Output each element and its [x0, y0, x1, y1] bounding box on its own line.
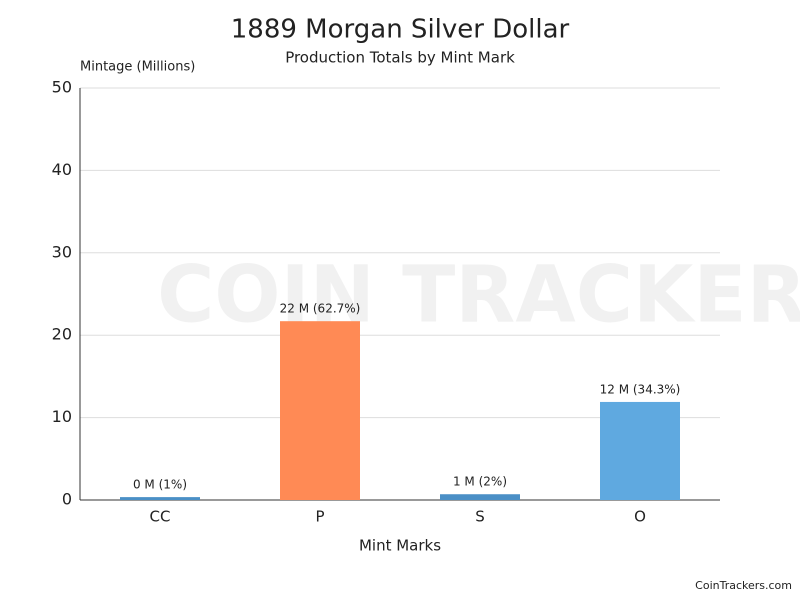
x-tick-label: CC: [150, 508, 171, 526]
watermark: COIN TRACKERS: [157, 250, 800, 340]
y-tick-label: 10: [52, 407, 72, 426]
source: CoinTrackers.com: [695, 579, 792, 592]
y-tick-label: 30: [52, 242, 72, 261]
bar: [120, 497, 200, 500]
bar: [280, 321, 360, 500]
y-tick-label: 20: [52, 325, 72, 344]
y-tick-label: 40: [52, 160, 72, 179]
bar: [440, 494, 520, 500]
value-label: 12 M (34.3%): [600, 382, 681, 396]
x-tick-label: P: [315, 508, 324, 526]
value-label: 22 M (62.7%): [280, 302, 361, 316]
y-tick-label: 50: [52, 78, 72, 97]
bar: [600, 401, 680, 500]
chart-subtitle: Production Totals by Mint Mark: [285, 49, 515, 67]
x-tick-label: O: [634, 508, 646, 526]
y-tick-label: 0: [62, 490, 72, 509]
x-axis-label: Mint Marks: [359, 537, 441, 555]
x-tick-label: S: [475, 508, 485, 526]
value-label: 1 M (2%): [453, 475, 507, 489]
y-axis-label: Mintage (Millions): [80, 60, 195, 75]
value-label: 0 M (1%): [133, 478, 187, 492]
chart-title: 1889 Morgan Silver Dollar: [231, 15, 570, 45]
